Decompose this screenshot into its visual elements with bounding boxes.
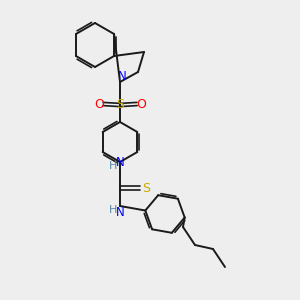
Text: S: S: [142, 182, 150, 194]
Text: N: N: [118, 70, 126, 83]
Text: N: N: [116, 157, 124, 169]
Text: H: H: [109, 161, 117, 171]
Text: O: O: [136, 98, 146, 110]
Text: N: N: [116, 206, 124, 220]
Text: H: H: [109, 205, 117, 215]
Text: S: S: [116, 98, 124, 112]
Text: O: O: [94, 98, 104, 110]
